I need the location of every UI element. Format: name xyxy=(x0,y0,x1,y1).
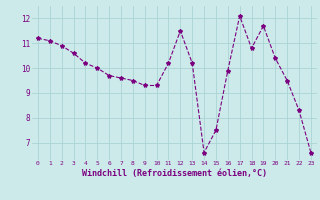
X-axis label: Windchill (Refroidissement éolien,°C): Windchill (Refroidissement éolien,°C) xyxy=(82,169,267,178)
